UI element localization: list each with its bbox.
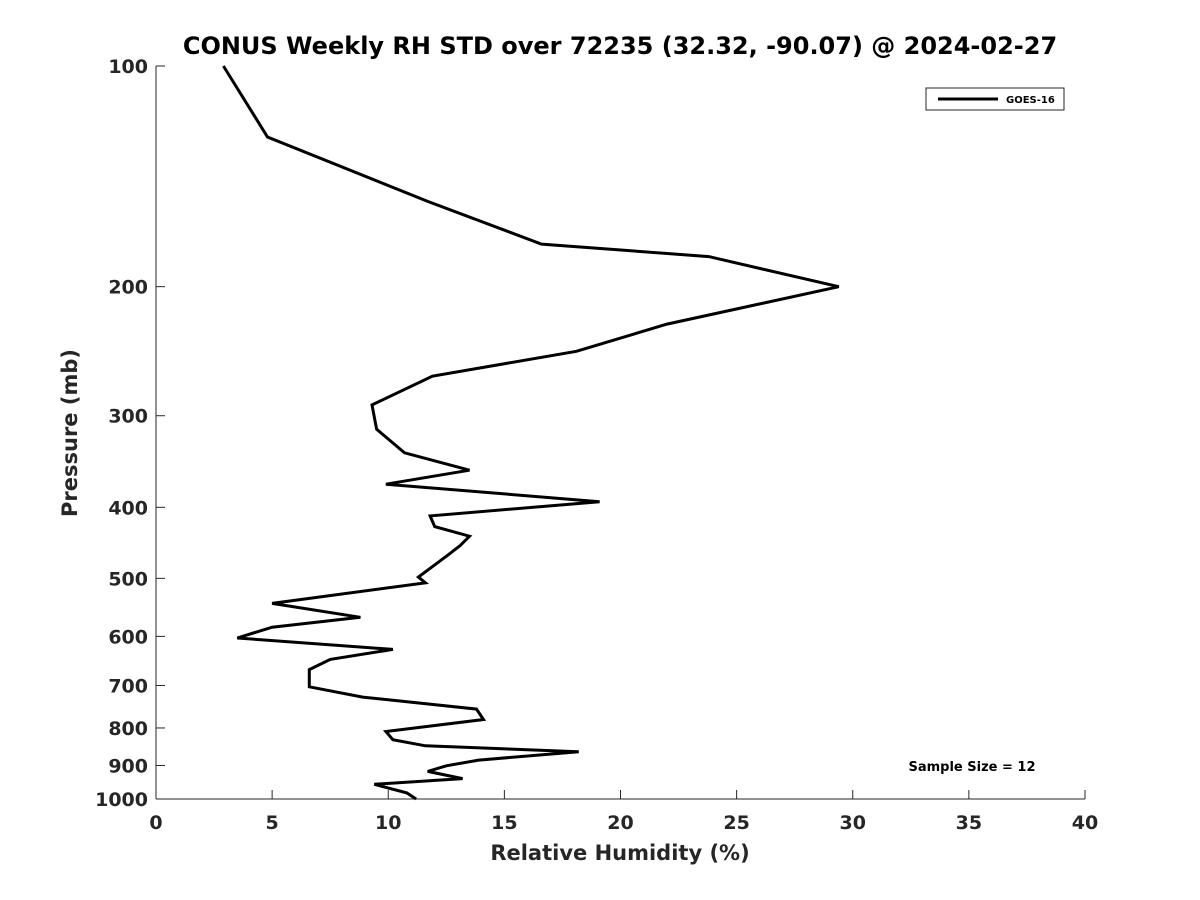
chart-title: CONUS Weekly RH STD over 72235 (32.32, -… bbox=[183, 32, 1057, 60]
y-tick-label: 100 bbox=[108, 56, 148, 78]
x-tick-label: 20 bbox=[607, 812, 633, 834]
plot-area: 0 5 10 15 20 25 30 35 40 100 200 300 400 500 600 700 800… bbox=[95, 56, 1098, 834]
sample-size-annotation: Sample Size = 12 bbox=[908, 760, 1035, 775]
y-tick-label: 600 bbox=[108, 626, 148, 648]
y-tick-label: 200 bbox=[108, 277, 148, 299]
y-tick-label: 700 bbox=[108, 675, 148, 697]
x-tick-label: 15 bbox=[491, 812, 517, 834]
x-axis-label: Relative Humidity (%) bbox=[490, 841, 749, 865]
legend: GOES-16 bbox=[925, 87, 1065, 111]
x-tick-label: 0 bbox=[149, 812, 162, 834]
x-tick-label: 25 bbox=[723, 812, 749, 834]
x-tick-label: 35 bbox=[956, 812, 982, 834]
y-tick-label: 500 bbox=[108, 568, 148, 590]
y-axis-label: Pressure (mb) bbox=[58, 349, 82, 517]
y-tick-label: 900 bbox=[108, 755, 148, 777]
y-tick-label: 800 bbox=[108, 718, 148, 740]
y-tick-label: 1000 bbox=[95, 789, 148, 811]
y-tick-label: 400 bbox=[108, 497, 148, 519]
x-tick-label: 30 bbox=[840, 812, 866, 834]
y-tick-label: 300 bbox=[108, 406, 148, 428]
x-tick-label: 5 bbox=[266, 812, 279, 834]
x-tick-label: 40 bbox=[1072, 812, 1098, 834]
legend-label: GOES-16 bbox=[1006, 95, 1055, 106]
x-tick-label: 10 bbox=[375, 812, 401, 834]
series-line-goes-16 bbox=[222, 65, 840, 801]
